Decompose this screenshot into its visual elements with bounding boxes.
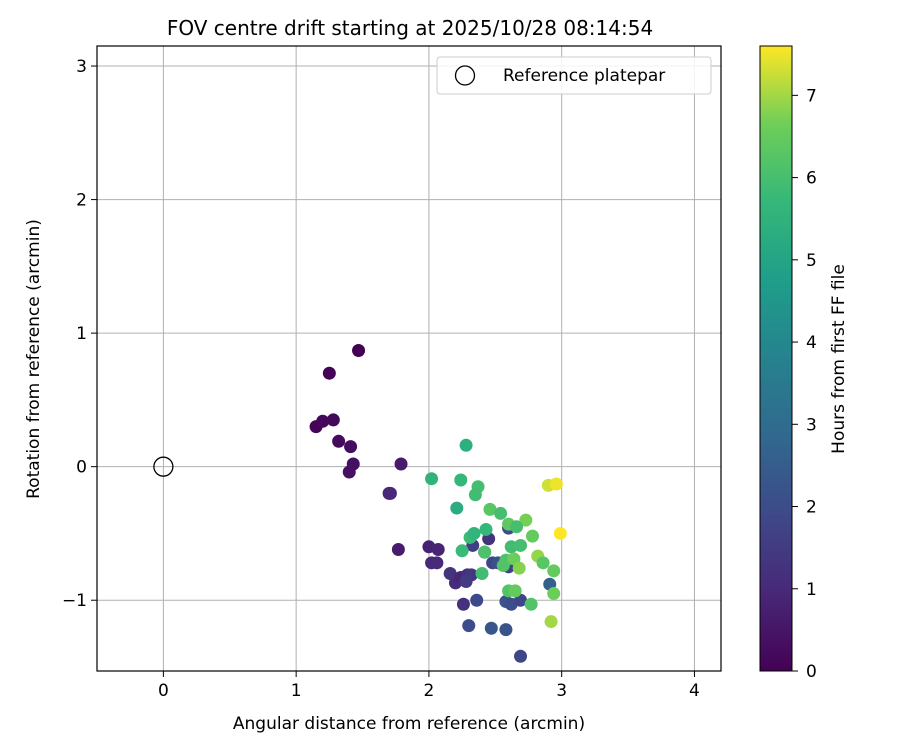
x-tick-label-4: 4 xyxy=(689,681,700,701)
colorbar-tick-label-1: 1 xyxy=(806,580,817,600)
data-point-36 xyxy=(499,623,513,637)
legend-marker-reference xyxy=(454,65,476,86)
y-axis-ticks: −1 0 1 2 3 xyxy=(62,57,97,611)
data-points xyxy=(309,343,567,663)
data-point-49 xyxy=(467,526,481,540)
data-point-51 xyxy=(455,544,469,558)
data-point-0 xyxy=(352,343,366,357)
data-point-12 xyxy=(391,542,405,556)
reference-marker-layer xyxy=(153,456,174,477)
data-point-74 xyxy=(553,526,567,540)
y-tick-label-4: 3 xyxy=(76,57,87,77)
colorbar-tick-label-0: 0 xyxy=(806,662,817,682)
y-tick-label-3: 2 xyxy=(76,191,87,211)
data-point-46 xyxy=(483,502,497,516)
data-point-40 xyxy=(459,438,473,452)
x-tick-label-3: 3 xyxy=(556,681,567,701)
grid xyxy=(97,46,721,671)
data-point-9 xyxy=(394,457,408,471)
data-point-6 xyxy=(344,440,358,454)
data-point-18 xyxy=(443,567,457,581)
plot-frame xyxy=(96,45,722,672)
legend-label-reference: Reference platepar xyxy=(503,66,665,86)
data-point-24 xyxy=(470,593,484,607)
data-point-3 xyxy=(316,414,330,428)
y-axis-label: Rotation from reference (arcmin) xyxy=(24,219,44,499)
y-tick-label-2: 1 xyxy=(76,324,87,344)
data-point-45 xyxy=(450,501,464,515)
x-axis-label: Angular distance from reference (arcmin) xyxy=(233,714,585,734)
colorbar-gradient xyxy=(759,45,793,672)
data-point-56 xyxy=(510,520,524,534)
data-point-71 xyxy=(544,615,558,629)
colorbar-ticks: 0 1 2 3 4 5 6 7 xyxy=(792,86,817,682)
colorbar-label: Hours from first FF file xyxy=(829,264,849,454)
data-point-50 xyxy=(479,522,493,536)
reference-platepar-marker xyxy=(153,456,174,477)
colorbar: 0 1 2 3 4 5 6 7 Hours from first FF file xyxy=(759,45,849,682)
colorbar-tick-label-6: 6 xyxy=(806,169,817,189)
colorbar-tick-label-7: 7 xyxy=(806,86,817,106)
x-tick-label-2: 2 xyxy=(424,681,435,701)
data-point-14 xyxy=(431,542,445,556)
data-point-60 xyxy=(496,558,510,572)
x-tick-label-1: 1 xyxy=(291,681,302,701)
data-point-65 xyxy=(536,556,550,570)
chart-title: FOV centre drift starting at 2025/10/28 … xyxy=(167,16,653,40)
legend-box xyxy=(436,56,712,95)
data-point-66 xyxy=(547,564,561,578)
data-point-47 xyxy=(494,506,508,520)
data-point-63 xyxy=(525,529,539,543)
data-point-5 xyxy=(332,434,346,448)
data-point-1 xyxy=(322,366,336,380)
data-point-44 xyxy=(468,488,482,502)
data-point-16 xyxy=(430,556,444,570)
data-point-41 xyxy=(425,472,439,486)
data-point-8 xyxy=(342,465,356,479)
data-point-37 xyxy=(514,649,528,663)
data-point-52 xyxy=(478,545,492,559)
colorbar-tick-label-2: 2 xyxy=(806,498,817,518)
data-point-11 xyxy=(383,486,397,500)
data-point-62 xyxy=(512,561,526,575)
data-point-25 xyxy=(462,619,476,633)
data-point-23 xyxy=(456,597,470,611)
y-tick-label-0: −1 xyxy=(62,591,87,611)
data-point-70 xyxy=(547,587,561,601)
data-point-73 xyxy=(549,477,563,491)
colorbar-tick-label-4: 4 xyxy=(806,333,817,353)
data-point-69 xyxy=(524,597,538,611)
y-tick-label-1: 0 xyxy=(76,458,87,478)
data-point-68 xyxy=(508,584,522,598)
data-point-53 xyxy=(475,567,489,581)
data-point-35 xyxy=(484,621,498,635)
data-point-22 xyxy=(459,575,473,589)
colorbar-tick-label-5: 5 xyxy=(806,251,817,271)
colorbar-tick-label-3: 3 xyxy=(806,415,817,435)
data-point-42 xyxy=(454,473,468,487)
x-axis-ticks: 0 1 2 3 4 xyxy=(158,671,700,701)
x-tick-label-0: 0 xyxy=(158,681,169,701)
legend: Reference platepar xyxy=(436,56,712,95)
data-point-58 xyxy=(514,538,528,552)
data-point-4 xyxy=(326,413,340,427)
data-point-55 xyxy=(519,513,533,527)
